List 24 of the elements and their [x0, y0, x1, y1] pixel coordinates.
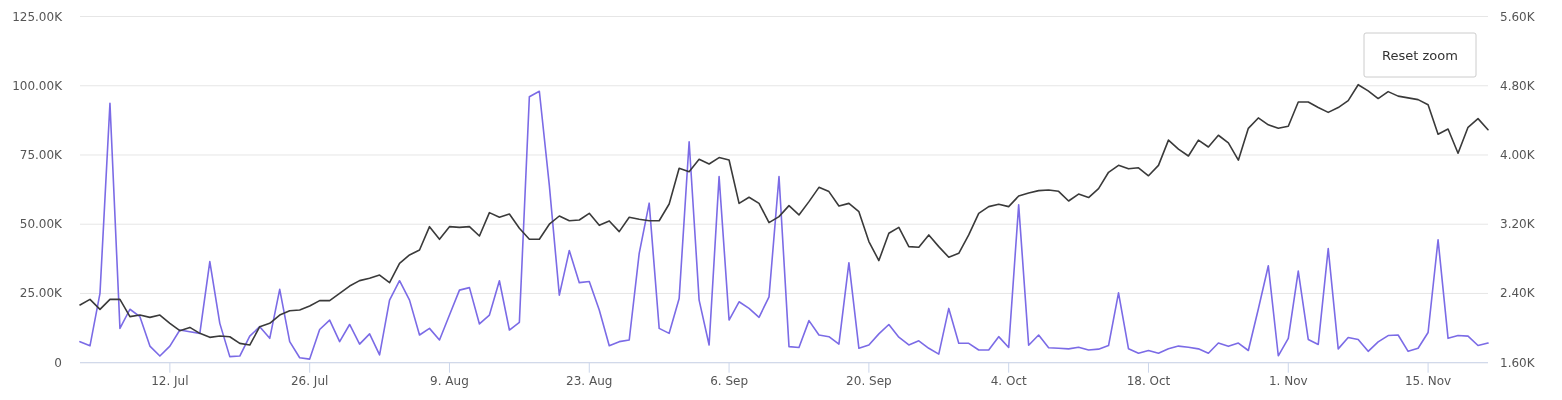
x-tick-label: 9. Aug [430, 373, 469, 388]
reset-zoom-button: Reset zoom [1363, 32, 1477, 78]
y-tick-label: 125.00K [12, 9, 64, 24]
y2-tick-label: 5.60K [1500, 9, 1536, 24]
x-tick-label: 1. Nov [1268, 373, 1308, 388]
y2-tick-label: 4.80K [1500, 78, 1536, 93]
x-tick-label: 12. Jul [151, 373, 189, 388]
x-tick-label: 20. Sep [846, 373, 892, 388]
y-tick-label: 100.00K [12, 78, 64, 93]
x-tick-label: 6. Sep [710, 373, 749, 388]
y2-tick-label: 4.00K [1500, 147, 1536, 162]
y-tick-label: 50.00K [19, 217, 64, 232]
y-tick-label: 0 [54, 355, 62, 370]
annotation: Reset zoom [1382, 48, 1458, 63]
y2-tick-label: 2.40K [1500, 286, 1536, 301]
x-tick-label: 4. Oct [990, 373, 1027, 388]
y2-tick-label: 1.60K [1500, 355, 1536, 370]
x-tick-label: 26. Jul [290, 373, 329, 388]
x-tick-label: 18. Oct [1126, 373, 1171, 388]
y-tick-label: 25.00K [19, 286, 64, 301]
x-tick-label: 23. Aug [566, 373, 613, 388]
x-tick-label: 15. Nov [1404, 373, 1452, 388]
y2-tick-label: 3.20K [1500, 217, 1536, 232]
y-tick-label: 75.00K [19, 147, 64, 162]
